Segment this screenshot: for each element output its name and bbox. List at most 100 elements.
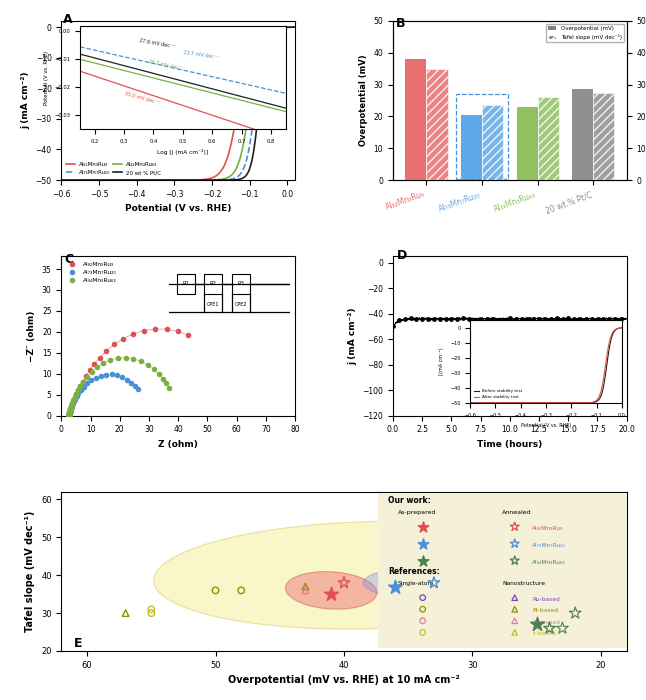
Al₇₃Mn₇Ru₂₀ [63,410,74,421]
Al₈₂Mn₉Ru₉ [65,406,75,417]
Al₃₄Mn₃Ru₆₃ [64,409,74,420]
Al₃₄Mn₃Ru₆₃ [63,410,74,421]
Al₃₄Mn₃Ru₆₃ [75,381,85,392]
Bar [461,115,482,180]
Al₈₂Mn₉Ru₉ [70,392,80,403]
Al₃₄Mn₃Ru₆₃ [63,410,74,421]
Al₈₂Mn₉Ru₉ [64,407,74,419]
Y-axis label: −Z″ (ohm): −Z″ (ohm) [27,310,36,362]
Bar [405,60,426,180]
Al₃₄Mn₃Ru₆₃ [64,410,74,421]
Al₈₂Mn₉Ru₉ [64,409,74,420]
Al₇₃Mn₇Ru₂₀ [64,410,74,421]
Al₇₃Mn₇Ru₂₀ [65,405,76,416]
Text: E: E [74,637,83,650]
Al₈₂Mn₉Ru₉ [63,410,74,421]
Al₃₄Mn₃Ru₆₃ [136,356,146,367]
Al₃₄Mn₃Ru₆₃ [63,410,74,421]
Point [610,313,620,324]
Al₈₂Mn₉Ru₉ [65,405,76,416]
Al₃₄Mn₃Ru₆₃ [63,410,74,421]
Al₈₂Mn₉Ru₉ [63,410,74,421]
Al₃₄Mn₃Ru₆₃ [63,410,74,421]
Al₈₂Mn₉Ru₉ [65,405,76,416]
Al₃₄Mn₃Ru₆₃ [63,410,74,421]
Bar [482,105,503,180]
Point [604,313,614,324]
Al₃₄Mn₃Ru₆₃ [82,371,92,382]
Al₇₃Mn₇Ru₂₀ [117,372,127,383]
Al₃₄Mn₃Ru₆₃ [98,358,109,369]
Legend: Overpotential (mV), Tafel slope (mV dec⁻¹): Overpotential (mV), Tafel slope (mV dec⁻… [546,24,624,42]
Al₇₃Mn₇Ru₂₀ [63,410,74,421]
Al₈₂Mn₉Ru₉ [63,410,74,421]
Al₇₃Mn₇Ru₂₀ [63,410,74,421]
Point [442,608,452,619]
Al₇₃Mn₇Ru₂₀ [63,410,74,421]
Al₈₂Mn₉Ru₉ [64,408,74,419]
Point [557,623,568,634]
Al₃₄Mn₃Ru₆₃ [63,410,74,421]
Point [581,313,591,324]
Al₃₄Mn₃Ru₆₃ [63,410,74,421]
Al₃₄Mn₃Ru₆₃ [63,410,74,421]
Al₃₄Mn₃Ru₆₃ [64,408,74,419]
Al₈₂Mn₉Ru₉ [63,410,74,421]
Al₈₂Mn₉Ru₉ [64,410,74,421]
Y-axis label: Overpotential (mV): Overpotential (mV) [359,55,368,146]
Al₇₃Mn₇Ru₂₀ [63,410,74,421]
Al₇₃Mn₇Ru₂₀ [67,400,78,411]
Al₈₂Mn₉Ru₉ [63,410,74,421]
Al₈₂Mn₉Ru₉ [64,410,74,421]
Al₇₃Mn₇Ru₂₀ [67,401,77,412]
Al₃₄Mn₃Ru₆₃ [67,399,77,410]
Al₇₃Mn₇Ru₂₀ [63,410,74,421]
Al₇₃Mn₇Ru₂₀ [82,378,92,389]
Al₇₃Mn₇Ru₂₀ [72,391,82,402]
Point [441,313,451,324]
Al₈₂Mn₉Ru₉ [64,410,74,421]
Al₃₄Mn₃Ru₆₃ [63,410,74,421]
Al₃₄Mn₃Ru₆₃ [63,410,74,421]
Point [300,584,311,596]
Text: B: B [396,18,405,30]
Al₇₃Mn₇Ru₂₀ [63,410,74,421]
Al₃₄Mn₃Ru₆₃ [63,410,74,421]
Al₈₂Mn₉Ru₉ [81,370,91,382]
Al₃₄Mn₃Ru₆₃ [63,410,74,421]
Al₈₂Mn₉Ru₉ [63,410,74,421]
Text: D: D [397,249,407,262]
Y-axis label: Tafel slope (mV dec⁻¹): Tafel slope (mV dec⁻¹) [25,511,36,632]
Al₃₄Mn₃Ru₆₃ [63,410,74,421]
Al₈₂Mn₉Ru₉ [63,410,74,421]
Point [534,313,545,324]
Al₇₃Mn₇Ru₂₀ [63,410,74,421]
Al₇₃Mn₇Ru₂₀ [63,410,74,421]
Al₃₄Mn₃Ru₆₃ [64,409,74,420]
Al₈₂Mn₉Ru₉ [63,410,74,421]
Al₇₃Mn₇Ru₂₀ [63,410,74,421]
Al₃₄Mn₃Ru₆₃ [63,410,74,421]
Al₈₂Mn₉Ru₉ [63,410,74,421]
Point [146,603,156,615]
Point [532,619,542,630]
Al₈₂Mn₉Ru₉ [64,409,74,420]
Bar [572,90,593,180]
Al₃₄Mn₃Ru₆₃ [64,408,74,419]
Al₇₃Mn₇Ru₂₀ [86,374,96,386]
Al₇₃Mn₇Ru₂₀ [73,388,83,399]
Text: A: A [63,13,73,26]
Al₇₃Mn₇Ru₂₀ [70,393,80,405]
Al₇₃Mn₇Ru₂₀ [63,410,74,421]
Al₈₂Mn₉Ru₉ [63,410,74,421]
Point [400,314,410,325]
Point [429,554,439,566]
Al₈₂Mn₉Ru₉ [67,399,78,410]
Al₃₄Mn₃Ru₆₃ [63,410,74,421]
Al₃₄Mn₃Ru₆₃ [63,410,74,421]
Al₃₄Mn₃Ru₆₃ [64,409,74,420]
Al₈₂Mn₉Ru₉ [65,407,75,418]
Al₈₂Mn₉Ru₉ [63,410,74,421]
Al₈₂Mn₉Ru₉ [172,326,183,337]
Point [442,603,452,615]
